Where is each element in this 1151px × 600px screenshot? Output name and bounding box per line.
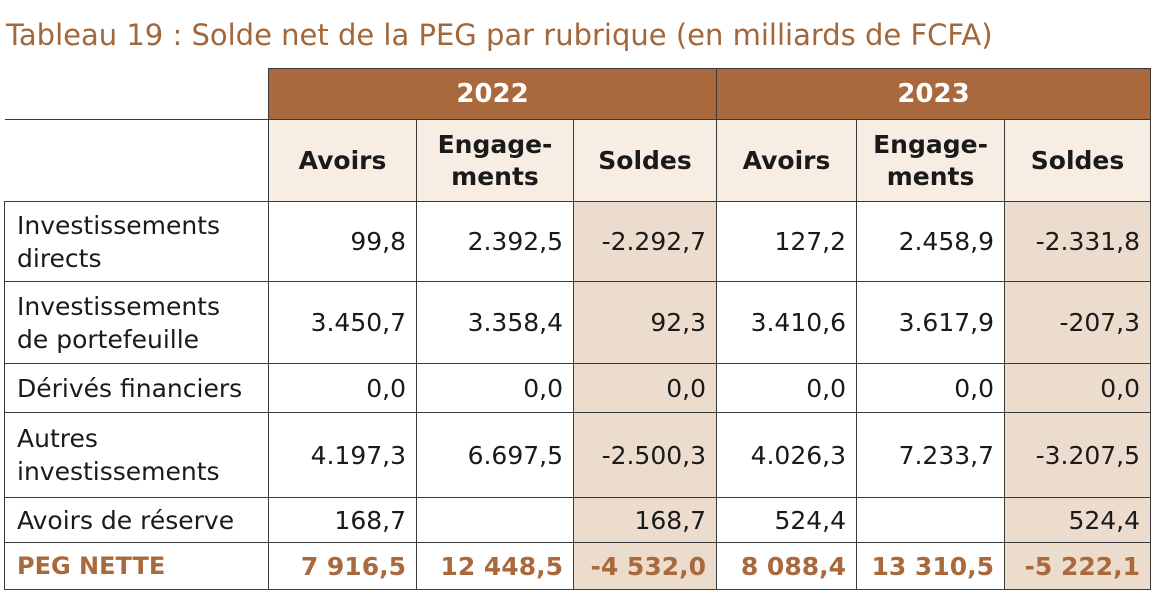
table-cell: 2.458,9 [856,201,1006,282]
table-cell [416,497,574,543]
year-header-row: 2022 2023 [4,68,1151,120]
table-cell: 0,0 [268,363,417,413]
table-cell: 168,7 [268,497,417,543]
row-label: Investissements de portefeuille [4,281,269,364]
total-cell: 8 088,4 [716,542,858,590]
total-cell: 12 448,5 [416,542,574,590]
corner-cell [4,119,269,202]
table-row: Investissements directs 99,8 2.392,5 -2.2… [4,201,1151,282]
table-cell: -2.292,7 [572,201,718,282]
column-header-row: Avoirs Engage-ments Soldes Avoirs Engage… [4,119,1151,202]
table-cell: 0,0 [856,363,1006,413]
peg-table: 2022 2023 Avoirs Engage-ments Soldes Avo… [4,68,1151,590]
column-header: Avoirs [716,119,858,202]
table-cell: 524,4 [716,497,858,543]
row-label: PEG NETTE [4,542,269,590]
table-cell: 92,3 [572,281,718,364]
table-cell: 0,0 [1004,363,1151,413]
table-cell: -2.331,8 [1004,201,1151,282]
table-cell: 3.450,7 [268,281,417,364]
year-header-2022: 2022 [267,68,718,120]
column-header: Soldes [1004,119,1151,202]
table-cell: 0,0 [572,363,718,413]
total-cell: 13 310,5 [856,542,1006,590]
row-label: Investissements directs [4,201,269,282]
row-label: Avoirs de réserve [4,497,269,543]
table-row: Investissements de portefeuille 3.450,7 3… [4,281,1151,364]
table-cell: 4.197,3 [268,412,417,498]
year-header-2023: 2023 [716,68,1151,120]
column-header: Engage-ments [416,119,574,202]
table-cell: -2.500,3 [572,412,718,498]
table-cell: 4.026,3 [716,412,858,498]
table-cell: 3.617,9 [856,281,1006,364]
table-cell: 168,7 [572,497,718,543]
total-cell: -5 222,1 [1004,542,1151,590]
table-row: Avoirs de réserve 168,7 168,7 524,4 524,… [4,497,1151,543]
table-cell: 0,0 [416,363,574,413]
table-cell: 2.392,5 [416,201,574,282]
table-cell: 0,0 [716,363,858,413]
column-header: Avoirs [268,119,417,202]
table-cell: 7.233,7 [856,412,1006,498]
table-cell: -207,3 [1004,281,1151,364]
table-cell: 3.358,4 [416,281,574,364]
corner-cell [4,68,269,120]
table-cell [856,497,1006,543]
column-header: Soldes [572,119,718,202]
row-label: Dérivés financiers [4,363,269,413]
row-label: Autres investissements [4,412,269,498]
total-cell: 7 916,5 [268,542,417,590]
table-cell: -3.207,5 [1004,412,1151,498]
table-cell: 3.410,6 [716,281,858,364]
table-cell: 99,8 [268,201,417,282]
table-title: Tableau 19 : Solde net de la PEG par rub… [6,18,993,52]
total-cell: -4 532,0 [572,542,718,590]
table-cell: 6.697,5 [416,412,574,498]
total-row: PEG NETTE 7 916,5 12 448,5 -4 532,0 8 08… [4,542,1151,590]
table-row: Autres investissements 4.197,3 6.697,5 -2… [4,412,1151,498]
table-cell: 127,2 [716,201,858,282]
table-row: Dérivés financiers 0,0 0,0 0,0 0,0 0,0 0… [4,363,1151,413]
column-header: Engage-ments [856,119,1006,202]
table-cell: 524,4 [1004,497,1151,543]
